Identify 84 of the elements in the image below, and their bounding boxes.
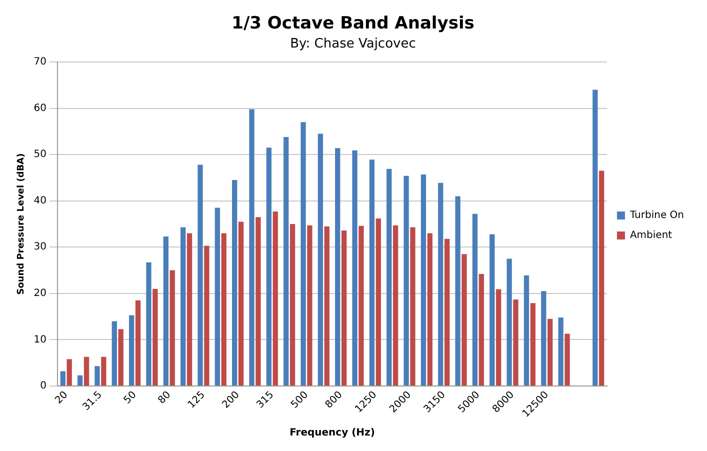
bar	[427, 233, 432, 386]
bar	[558, 318, 564, 386]
bar	[77, 375, 83, 386]
y-tick-label: 20	[34, 288, 47, 300]
bar	[170, 270, 175, 386]
x-tick-label: 315	[254, 389, 276, 411]
bar	[376, 218, 381, 386]
bar	[112, 321, 117, 386]
bar	[392, 225, 398, 386]
bar	[541, 291, 546, 386]
bar	[221, 233, 226, 386]
x-tick-label: 125	[186, 389, 208, 411]
bar	[214, 208, 220, 386]
bar	[284, 136, 289, 386]
bar	[163, 236, 168, 386]
bar	[438, 182, 444, 386]
y-tick-label: 0	[40, 380, 47, 392]
legend-label: Turbine On	[628, 210, 684, 222]
bar	[238, 222, 244, 386]
bar	[249, 109, 254, 386]
y-tick-label: 60	[34, 102, 47, 114]
bar	[186, 233, 192, 386]
bar	[256, 217, 261, 386]
chart-subtitle: By: Chase Vajcovec	[290, 36, 416, 52]
bar	[599, 170, 604, 386]
bar	[272, 212, 278, 386]
x-tick-label: 80	[156, 389, 174, 406]
bar	[232, 180, 238, 386]
bar	[180, 227, 186, 386]
bar	[490, 234, 495, 386]
chart-title: 1/3 Octave Band Analysis	[232, 14, 474, 34]
bar	[101, 356, 106, 386]
bar	[592, 90, 598, 386]
bar	[358, 226, 364, 386]
bar	[300, 122, 306, 386]
y-tick-label: 40	[34, 195, 47, 206]
bar	[410, 227, 416, 386]
bar	[128, 315, 134, 386]
bar	[318, 134, 324, 386]
y-tick-label: 70	[34, 56, 47, 68]
bar	[548, 318, 553, 386]
bar	[307, 225, 312, 386]
bar	[496, 289, 502, 386]
x-tick-label: 200	[220, 389, 242, 411]
y-tick-label: 30	[34, 242, 47, 253]
bar	[564, 334, 570, 386]
bar	[444, 238, 450, 386]
x-tick-label: 20	[53, 389, 70, 406]
bar	[198, 164, 203, 386]
x-axis-title: Frequency (Hz)	[290, 428, 375, 439]
bar	[530, 303, 536, 386]
y-tick-label: 10	[34, 334, 47, 346]
bar	[341, 230, 347, 386]
bar	[369, 160, 375, 386]
bar	[455, 196, 460, 386]
bar	[146, 262, 152, 386]
bar	[266, 148, 272, 386]
bar	[204, 246, 210, 386]
bar	[386, 168, 392, 386]
y-tick-label: 50	[34, 149, 47, 160]
bar	[524, 275, 530, 386]
bar	[462, 254, 467, 386]
legend-label: Ambient	[630, 230, 672, 242]
bar	[324, 226, 330, 386]
y-axis-title: Sound Pressure Level (dBA)	[16, 153, 27, 295]
bar	[84, 356, 90, 386]
bar	[472, 214, 478, 386]
bar	[335, 148, 340, 386]
bar	[118, 329, 124, 386]
bar	[478, 274, 484, 386]
bar	[404, 176, 409, 386]
bar	[290, 224, 296, 386]
x-tick-label: 50	[122, 389, 139, 406]
bar	[513, 299, 518, 386]
bar	[135, 300, 141, 386]
bar	[420, 174, 426, 386]
bar	[352, 150, 358, 386]
bar	[60, 371, 66, 386]
bar	[152, 288, 158, 386]
bar	[66, 359, 72, 386]
bar	[94, 366, 100, 386]
x-tick-label: 800	[324, 389, 345, 411]
bar	[506, 258, 512, 386]
x-tick-label: 500	[289, 389, 310, 411]
